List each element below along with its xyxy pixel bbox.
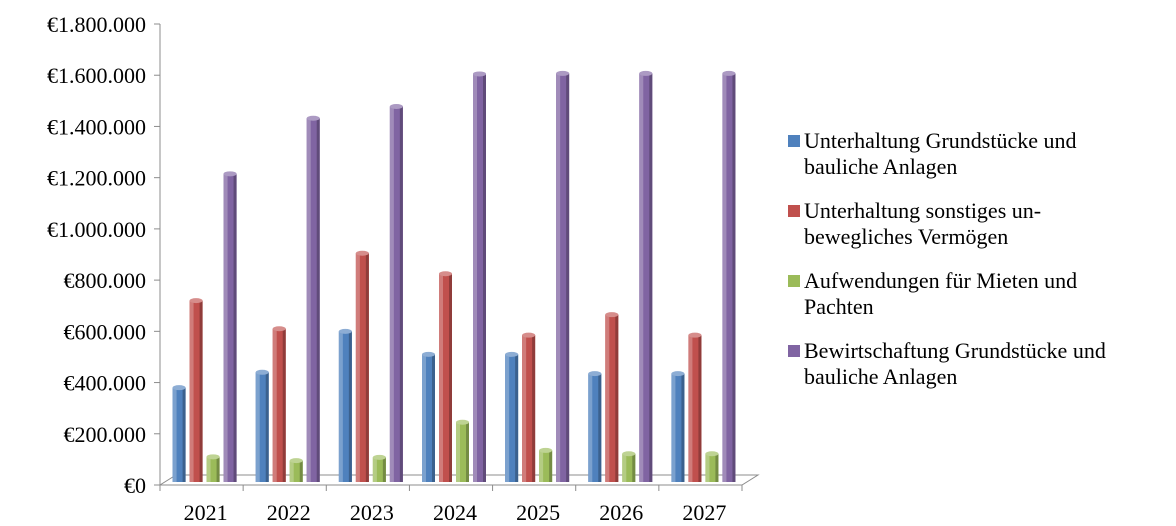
bar <box>289 458 303 482</box>
x-tick-label: 2024 <box>433 500 477 525</box>
y-tick-label: €800.000 <box>64 268 147 293</box>
bar <box>605 312 619 482</box>
x-axis-ticks: 2021 2022 2023 2024 2025 2026 2027 <box>184 500 727 525</box>
y-tick-label: €1.200.000 <box>47 166 146 191</box>
bar <box>206 454 220 482</box>
legend-label: Bewirtschaftung Grundstücke und bauliche… <box>804 338 1106 389</box>
y-tick-label: €0 <box>124 473 146 498</box>
bar <box>688 332 702 482</box>
legend-swatch <box>788 135 800 147</box>
y-tick-label: €200.000 <box>64 422 147 447</box>
y-tick-label: €1.600.000 <box>47 63 146 88</box>
legend-item: Aufwendungen für Mieten und Pachten <box>788 268 1176 320</box>
bar <box>705 451 719 482</box>
legend-swatch <box>788 205 800 217</box>
chart-bars <box>172 70 736 483</box>
y-tick-label: €400.000 <box>64 371 147 396</box>
bar-chart: €0 €200.000 €400.000 €600.000 €800.000 €1.000… <box>47 12 760 525</box>
legend-label: Unterhaltung sonstiges un- bewegliches V… <box>804 198 1042 249</box>
legend-item: Bewirtschaftung Grundstücke und bauliche… <box>788 338 1176 390</box>
bar <box>556 70 570 482</box>
bar <box>671 371 685 482</box>
y-tick-label: €1.800.000 <box>47 12 146 37</box>
legend-item: Unterhaltung Grundstücke und bauliche An… <box>788 128 1176 180</box>
bar <box>338 328 352 482</box>
bar <box>189 298 203 482</box>
x-tick-label: 2021 <box>184 500 228 525</box>
chart-legend: Unterhaltung Grundstücke und bauliche An… <box>788 128 1176 408</box>
bar <box>622 451 636 482</box>
bar <box>439 271 452 482</box>
y-tick-label: €1.400.000 <box>47 114 146 139</box>
legend-item: Unterhaltung sonstiges un- bewegliches V… <box>788 198 1176 250</box>
y-tick-label: €600.000 <box>64 319 147 344</box>
bar <box>172 385 186 482</box>
bar <box>355 250 369 482</box>
legend-label: Unterhaltung Grundstücke und bauliche An… <box>804 128 1077 179</box>
y-tick-label: €1.000.000 <box>47 217 146 242</box>
bar <box>389 103 403 483</box>
bar <box>372 454 386 482</box>
bar <box>639 70 653 482</box>
bar <box>473 71 486 483</box>
bar <box>306 115 320 482</box>
x-tick-label: 2023 <box>350 500 394 525</box>
bar <box>255 369 269 482</box>
bar <box>272 326 286 482</box>
x-tick-label: 2025 <box>516 500 560 525</box>
x-tick-label: 2022 <box>267 500 311 525</box>
x-tick-label: 2026 <box>599 500 643 525</box>
bar <box>422 351 435 482</box>
bar <box>722 70 736 482</box>
bar <box>588 371 602 482</box>
legend-label: Aufwendungen für Mieten und Pachten <box>804 268 1078 319</box>
legend-swatch <box>788 275 800 287</box>
y-axis-ticks: €0 €200.000 €400.000 €600.000 €800.000 €1.000… <box>47 12 160 498</box>
bar <box>539 447 553 482</box>
bar <box>505 351 519 482</box>
x-tick-label: 2027 <box>682 500 726 525</box>
bar <box>223 171 237 482</box>
bar <box>456 419 469 482</box>
bar <box>522 332 536 482</box>
legend-swatch <box>788 345 800 357</box>
